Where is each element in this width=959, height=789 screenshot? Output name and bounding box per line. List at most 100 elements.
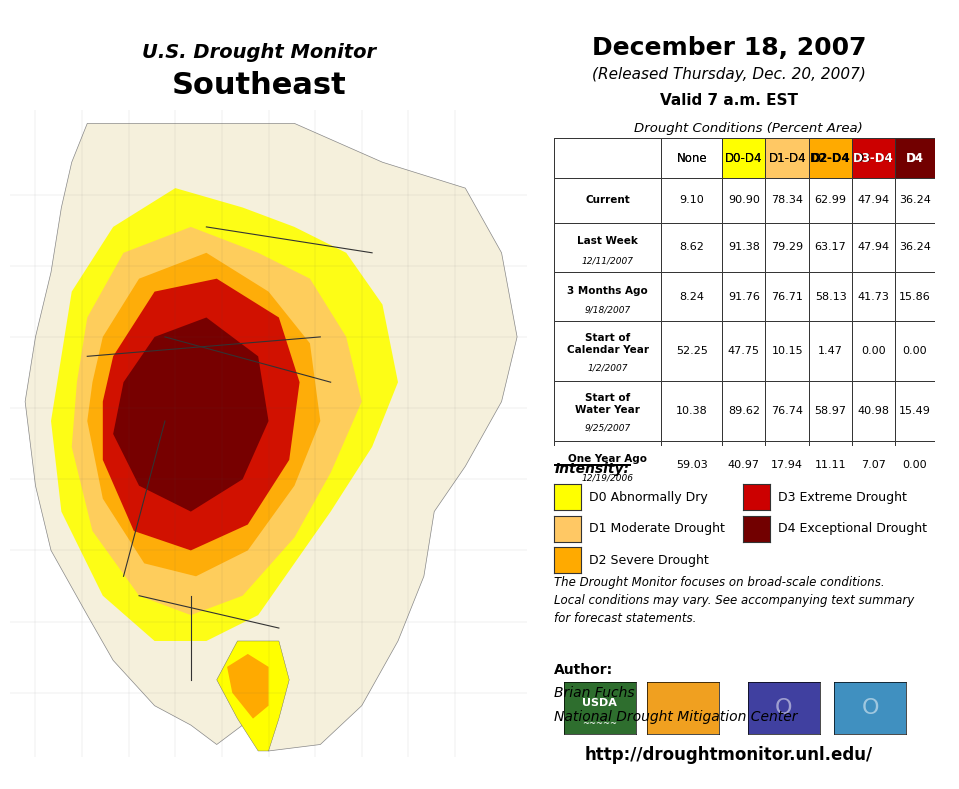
Polygon shape (227, 654, 269, 719)
Text: Valid 7 a.m. EST: Valid 7 a.m. EST (660, 93, 798, 108)
Text: 10.38: 10.38 (676, 406, 708, 416)
Text: 9/25/2007: 9/25/2007 (585, 424, 631, 432)
Bar (662, 321, 722, 381)
Bar (554, 381, 662, 441)
Text: 40.97: 40.97 (728, 460, 760, 470)
Bar (765, 441, 808, 489)
Bar (722, 178, 765, 222)
Text: 12/19/2006: 12/19/2006 (582, 474, 634, 483)
Text: O: O (861, 698, 879, 718)
Bar (853, 222, 895, 272)
Bar (765, 222, 808, 272)
Text: 76.74: 76.74 (771, 406, 804, 416)
Text: 90.90: 90.90 (728, 196, 760, 205)
Text: 9.10: 9.10 (679, 196, 704, 205)
Bar (808, 138, 853, 178)
Text: D4: D4 (906, 151, 924, 165)
Bar (662, 222, 722, 272)
Bar (554, 222, 662, 272)
Bar (554, 441, 662, 489)
Text: 36.24: 36.24 (899, 242, 931, 252)
Bar (765, 138, 808, 178)
Bar (808, 321, 853, 381)
Text: D1-D4: D1-D4 (768, 151, 806, 165)
Text: None: None (676, 151, 707, 165)
Text: D1-D4: D1-D4 (768, 151, 806, 165)
Bar (662, 441, 722, 489)
Text: 0.00: 0.00 (902, 346, 927, 356)
Text: D3-D4: D3-D4 (853, 151, 894, 165)
Bar (554, 138, 662, 178)
Bar (765, 178, 808, 222)
Bar (895, 272, 935, 321)
Bar (722, 138, 765, 178)
Bar (662, 178, 722, 222)
Text: Author:: Author: (554, 663, 614, 677)
Bar (853, 441, 895, 489)
Text: D0 Abnormally Dry: D0 Abnormally Dry (589, 491, 708, 503)
Text: D2 Severe Drought: D2 Severe Drought (589, 554, 709, 567)
Bar (808, 272, 853, 321)
Polygon shape (72, 227, 362, 615)
Text: National Drought Mitigation Center: National Drought Mitigation Center (554, 710, 798, 724)
Bar (853, 321, 895, 381)
Bar (895, 138, 935, 178)
Text: 15.49: 15.49 (899, 406, 931, 416)
Text: 0.00: 0.00 (902, 460, 927, 470)
Text: The Drought Monitor focuses on broad-scale conditions.
Local conditions may vary: The Drought Monitor focuses on broad-sca… (554, 576, 915, 625)
Bar (853, 272, 895, 321)
Text: 79.29: 79.29 (771, 242, 804, 252)
Text: Southeast: Southeast (172, 71, 346, 100)
Text: ~~~~~: ~~~~~ (582, 719, 618, 728)
Text: 1.47: 1.47 (818, 346, 843, 356)
Text: 3 Months Ago: 3 Months Ago (568, 286, 648, 296)
Text: 12/11/2007: 12/11/2007 (582, 256, 634, 266)
Text: 91.38: 91.38 (728, 242, 760, 252)
Bar (722, 321, 765, 381)
Text: 76.71: 76.71 (771, 292, 803, 301)
Text: Drought Conditions (Percent Area): Drought Conditions (Percent Area) (634, 122, 862, 135)
Bar (765, 381, 808, 441)
Text: 9/18/2007: 9/18/2007 (585, 306, 631, 315)
Bar (722, 222, 765, 272)
Text: 17.94: 17.94 (771, 460, 804, 470)
Text: Brian Fuchs: Brian Fuchs (554, 686, 635, 701)
Text: D4 Exceptional Drought: D4 Exceptional Drought (778, 522, 926, 535)
Text: 47.94: 47.94 (857, 242, 889, 252)
Polygon shape (113, 317, 269, 511)
Polygon shape (25, 123, 517, 751)
Text: Intensity:: Intensity: (554, 462, 629, 476)
Text: Start of
Calendar Year: Start of Calendar Year (567, 333, 649, 355)
Text: 41.73: 41.73 (857, 292, 889, 301)
Text: U.S. Drought Monitor: U.S. Drought Monitor (142, 43, 376, 62)
Bar (722, 441, 765, 489)
Text: 0.00: 0.00 (861, 346, 886, 356)
Text: 91.76: 91.76 (728, 292, 760, 301)
Bar (662, 138, 722, 178)
Text: 58.13: 58.13 (815, 292, 847, 301)
Bar (722, 138, 765, 178)
Bar (895, 138, 935, 178)
Text: Start of
Water Year: Start of Water Year (575, 393, 641, 415)
Bar (554, 321, 662, 381)
Text: 40.98: 40.98 (857, 406, 889, 416)
Text: D1 Moderate Drought: D1 Moderate Drought (589, 522, 725, 535)
Text: D3 Extreme Drought: D3 Extreme Drought (778, 491, 906, 503)
Text: 36.24: 36.24 (899, 196, 931, 205)
Text: Current: Current (585, 196, 630, 205)
Text: 52.25: 52.25 (676, 346, 708, 356)
Text: One Year Ago: One Year Ago (569, 454, 647, 464)
Text: 47.94: 47.94 (857, 196, 889, 205)
Bar (808, 381, 853, 441)
Bar (765, 138, 808, 178)
Text: 62.99: 62.99 (814, 196, 847, 205)
Bar (554, 178, 662, 222)
Polygon shape (217, 641, 290, 751)
Bar (554, 138, 662, 178)
Text: http://droughtmonitor.unl.edu/: http://droughtmonitor.unl.edu/ (585, 746, 873, 764)
Text: D3-D4: D3-D4 (854, 151, 892, 165)
Polygon shape (51, 188, 398, 641)
Text: Last Week: Last Week (577, 237, 639, 246)
Text: 47.75: 47.75 (728, 346, 760, 356)
Bar (722, 272, 765, 321)
